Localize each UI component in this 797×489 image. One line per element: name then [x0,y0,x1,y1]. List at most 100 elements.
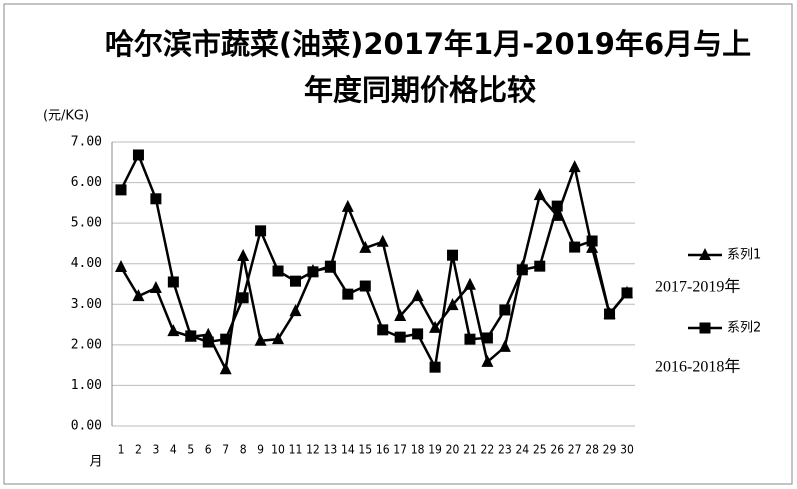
x-tick-label: 12 [306,443,320,457]
y-tick-label: 1.00 [71,378,102,393]
x-tick-label: 1 [118,443,125,457]
point [534,260,546,272]
y-tick-label: 0.00 [71,419,102,434]
x-tick-label: 8 [240,443,247,457]
legend-label: 系列1 [727,248,761,263]
point [185,330,197,342]
point [463,277,476,290]
point [359,280,371,292]
y-tick-label: 6.00 [71,175,102,190]
y-tick-label: 7.00 [71,135,102,150]
x-tick-label: 11 [289,443,303,457]
legend-marker [699,248,711,260]
x-tick-label: 2 [135,443,142,457]
y-tick-label: 2.00 [71,337,102,352]
point [342,288,354,300]
y-tick-label: 4.00 [71,256,102,271]
point [481,354,494,367]
point [604,308,616,320]
frame [3,3,793,485]
point [219,362,232,375]
y-tick-label: 3.00 [71,297,102,312]
point [254,333,267,346]
legend-label: 系列2 [727,321,761,336]
point [150,193,162,205]
x-tick-label: 3 [152,443,159,457]
x-tick-label: 22 [481,443,495,457]
legend-marker [699,322,711,334]
point [464,333,476,345]
y-axis-label: (元/KG) [43,109,89,124]
point [447,249,459,261]
x-axis-label: 月 [89,455,102,470]
point [167,324,180,337]
chart-title: 年度同期价格比较 [304,73,536,107]
x-tick-label: 29 [603,443,617,457]
x-tick-label: 15 [358,443,372,457]
y-tick-label: 5.00 [71,216,102,231]
point [586,235,598,247]
x-tick-label: 20 [446,443,460,457]
x-tick-label: 28 [585,443,599,457]
point [412,328,424,340]
point [621,287,633,299]
x-tick-label: 4 [170,443,177,457]
point [568,160,581,173]
x-tick-label: 17 [393,443,407,457]
x-tick-label: 26 [550,443,564,457]
point [202,336,214,348]
x-tick-label: 9 [257,443,264,457]
x-tick-label: 14 [341,443,355,457]
point [255,225,267,237]
point [377,324,389,336]
x-tick-label: 7 [222,443,229,457]
point [516,264,528,276]
point [429,361,441,373]
point [569,241,581,253]
point [499,304,511,316]
point [289,304,302,317]
point [446,298,459,311]
point [272,265,284,277]
point [289,275,301,287]
point [429,320,442,333]
x-tick-label: 19 [428,443,442,457]
x-tick-label: 30 [620,443,634,457]
x-tick-label: 18 [411,443,425,457]
x-tick-label: 24 [515,443,529,457]
point [341,199,354,212]
point [220,333,232,345]
point [411,289,424,302]
x-tick-label: 25 [533,443,547,457]
x-tick-label: 27 [568,443,582,457]
point [481,332,493,344]
point [115,259,127,272]
point [167,276,179,288]
point [394,309,407,322]
point [533,188,546,201]
point [551,200,563,212]
x-tick-label: 16 [376,443,390,457]
x-tick-label: 10 [271,443,285,457]
point [376,234,389,247]
point [132,149,144,161]
chart-title: 哈尔滨市蔬菜(油菜)2017年1月-2019年6月与上 [105,27,751,61]
point [324,260,336,272]
point [498,339,511,352]
x-tick-label: 13 [324,443,338,457]
point [115,184,127,196]
point [149,281,162,294]
x-tick-label: 6 [205,443,212,457]
point [359,240,372,253]
legend-period: 2017-2019年 [655,278,740,296]
legend-period: 2016-2018年 [655,358,740,376]
x-tick-label: 21 [463,443,477,457]
point [394,331,406,343]
x-tick-label: 23 [498,443,512,457]
point [307,266,319,278]
point [237,249,250,262]
x-tick-label: 5 [187,443,194,457]
point [237,292,249,304]
